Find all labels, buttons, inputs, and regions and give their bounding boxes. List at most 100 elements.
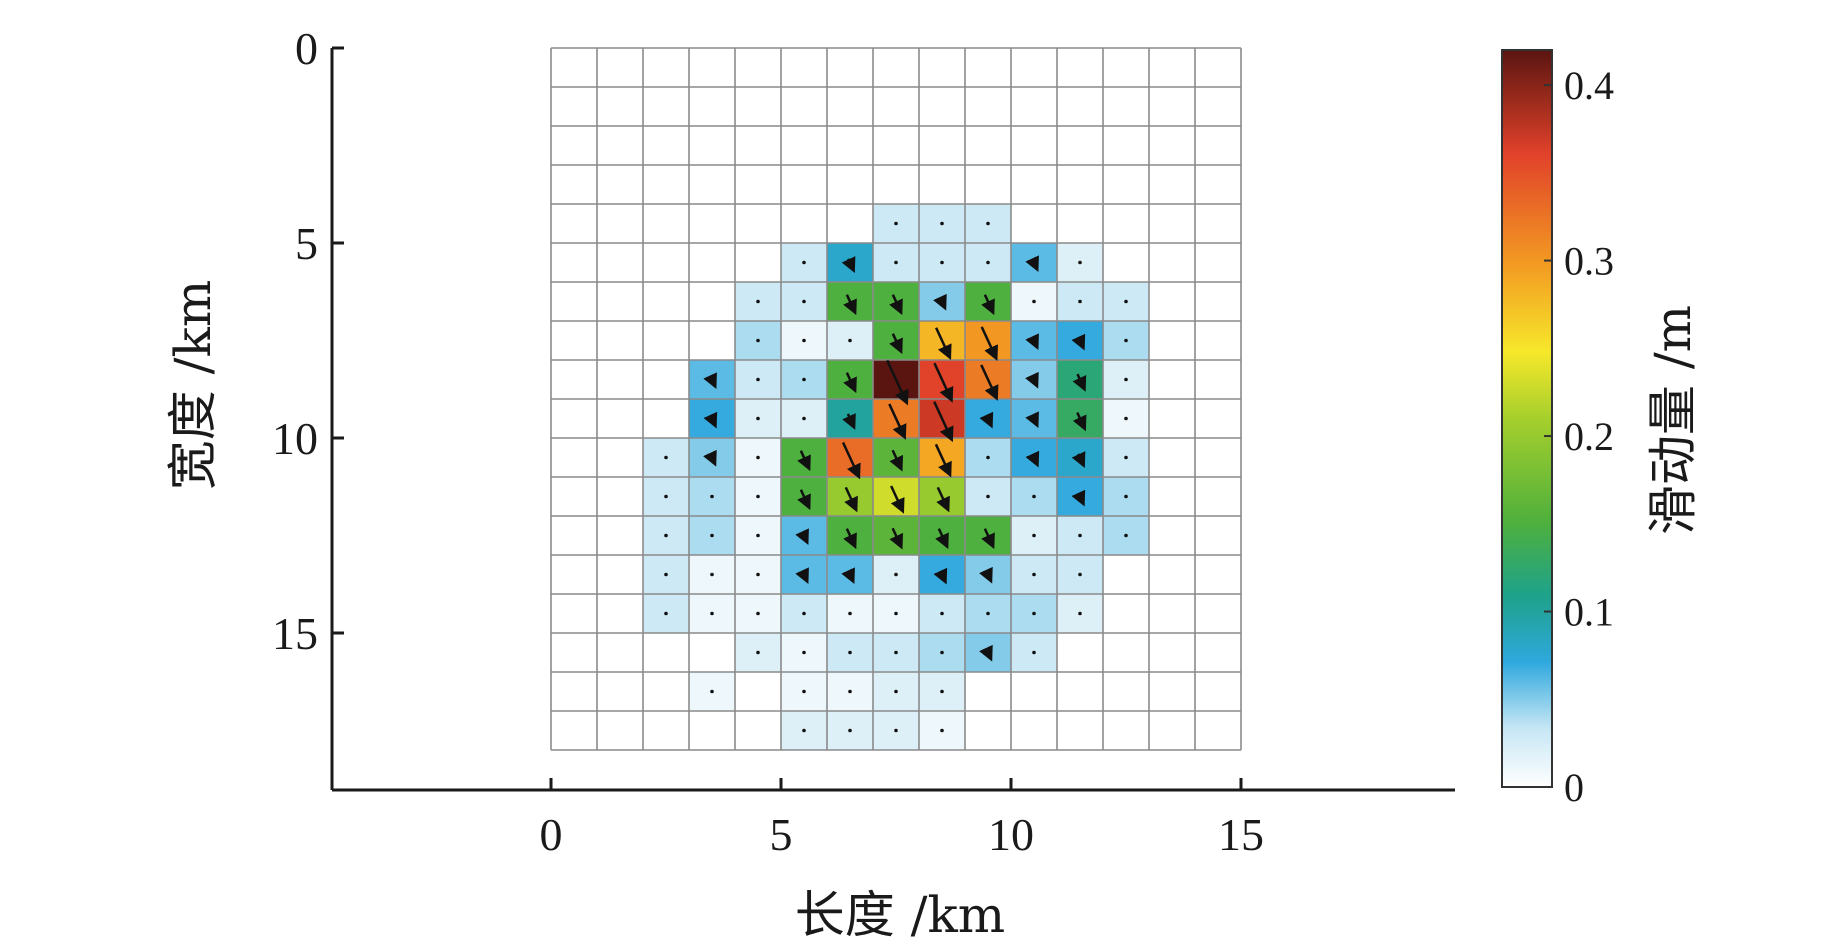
colorbar-tick-label: 0 (1564, 765, 1584, 810)
rake-arrow (756, 494, 760, 499)
rake-arrow (710, 572, 714, 577)
rake-arrow (986, 494, 990, 499)
x-axis-title: 长度 /km (795, 886, 1005, 944)
rake-arrow (841, 567, 855, 585)
rake-arrow (843, 294, 857, 316)
rake-arrow (802, 728, 806, 733)
colorbar-label: 滑动量 /m (1644, 305, 1702, 535)
rake-arrow (940, 260, 944, 265)
rake-arrow (844, 486, 858, 513)
rake-arrow (894, 728, 898, 733)
rake-arrow (1124, 338, 1128, 343)
fault-grid-lines (550, 47, 1242, 751)
rake-arrow (664, 494, 668, 499)
rake-arrow (979, 644, 993, 662)
rake-arrow (980, 364, 999, 401)
rake-arrow (848, 728, 852, 733)
rake-arrow (1078, 572, 1082, 577)
y-tick-label: 10 (272, 413, 318, 464)
y-tick-label: 5 (295, 218, 318, 269)
y-tick-label: 15 (272, 608, 318, 659)
rake-arrow (802, 689, 806, 694)
rake-arrow (795, 567, 809, 585)
x-tick-label: 5 (770, 809, 793, 860)
rake-arrow (936, 486, 950, 513)
rake-arrow (802, 611, 806, 616)
rake-arrow (802, 338, 806, 343)
rake-arrow (795, 528, 809, 546)
y-axis-title: 宽度 /km (164, 280, 222, 490)
rake-arrow (797, 489, 811, 511)
rake-arrow (1072, 412, 1087, 432)
rake-arrow (933, 567, 948, 585)
rake-arrow (1124, 416, 1128, 421)
rake-arrow (664, 533, 668, 538)
rake-arrow (935, 528, 949, 550)
colorbar-tick-label: 0.3 (1564, 239, 1614, 284)
rake-arrow (841, 441, 861, 480)
rake-arrow (986, 455, 990, 460)
rake-arrow (889, 527, 904, 550)
rake-arrow (894, 650, 898, 655)
colorbar-tick-label: 0.4 (1564, 63, 1614, 108)
rake-arrow (1032, 494, 1036, 499)
rake-arrow (986, 221, 990, 226)
rake-arrow (1071, 451, 1086, 468)
rake-arrow (1032, 533, 1036, 538)
rake-arrow (756, 572, 760, 577)
x-tick-label: 15 (1218, 809, 1264, 860)
rake-arrow (756, 338, 760, 343)
rake-arrow (940, 689, 944, 694)
colorbar-tick-label: 0.2 (1564, 414, 1614, 459)
rake-arrow (848, 689, 852, 694)
rake-arrow (1032, 299, 1036, 304)
rake-arrow (1124, 455, 1128, 460)
rake-arrow (1025, 371, 1039, 389)
rake-arrow (894, 611, 898, 616)
rake-arrow (703, 411, 718, 429)
rake-arrows (664, 221, 1128, 733)
rake-arrow (841, 256, 856, 273)
rake-arrow (1032, 650, 1036, 655)
rake-arrow (843, 528, 857, 550)
rake-arrow (756, 455, 760, 460)
rake-arrow (889, 294, 903, 316)
rake-arrow (1032, 611, 1036, 616)
rake-arrow (802, 299, 806, 304)
x-ticks: 0 5 10 15 (540, 778, 1264, 860)
rake-arrow (894, 572, 898, 577)
rake-arrow (756, 416, 760, 421)
colorbar-tick-label: 0.1 (1564, 590, 1614, 635)
rake-arrow (933, 362, 954, 403)
rake-arrow (1078, 260, 1082, 265)
rake-arrow (848, 611, 852, 616)
colorbar-ticks: 0 0.1 0.2 0.3 0.4 (1544, 63, 1614, 810)
rake-arrow (1071, 489, 1086, 507)
rake-arrow (1078, 533, 1082, 538)
rake-arrow (703, 449, 717, 467)
rake-arrow (894, 221, 898, 226)
rake-arrow (986, 611, 990, 616)
rake-arrow (940, 611, 944, 616)
rake-arrow (979, 566, 993, 584)
rake-arrow (756, 611, 760, 616)
colorbar (1501, 49, 1553, 788)
rake-arrow (889, 333, 903, 355)
rake-arrow (1124, 494, 1128, 499)
rake-arrow (756, 377, 760, 382)
rake-arrow (933, 401, 954, 443)
rake-arrow (843, 372, 857, 394)
rake-arrow (934, 327, 952, 361)
rake-arrow (1124, 533, 1128, 538)
rake-arrow (1025, 255, 1039, 273)
rake-arrow (710, 494, 714, 499)
rake-arrow (890, 485, 905, 514)
rake-arrow (710, 533, 714, 538)
rake-arrow (802, 650, 806, 655)
rake-arrow (848, 338, 852, 343)
rake-arrow (664, 572, 668, 577)
rake-arrow (934, 443, 952, 478)
rake-arrow (888, 403, 907, 440)
rake-arrow (848, 650, 852, 655)
